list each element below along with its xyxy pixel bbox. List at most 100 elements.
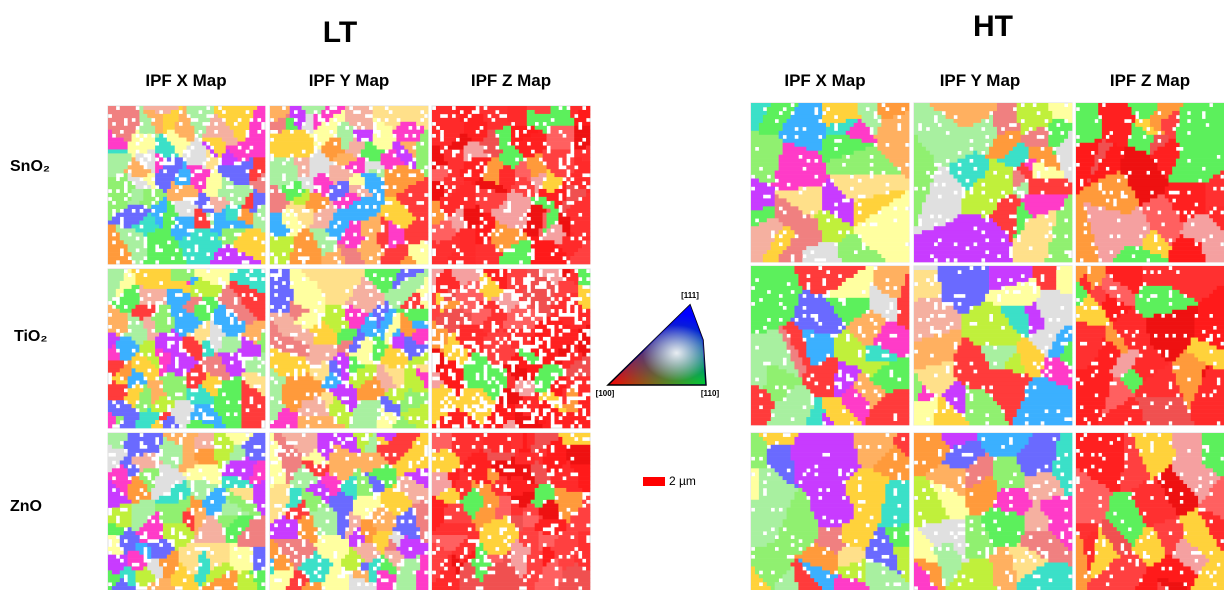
grain bbox=[389, 441, 413, 445]
grain bbox=[175, 181, 191, 185]
grain bbox=[238, 293, 242, 297]
grain bbox=[926, 198, 962, 202]
grain bbox=[270, 244, 290, 248]
grain bbox=[416, 134, 420, 138]
grain bbox=[444, 209, 456, 213]
grain bbox=[479, 420, 483, 424]
grain bbox=[495, 321, 503, 325]
grain bbox=[558, 281, 574, 285]
grain bbox=[306, 570, 314, 574]
grain bbox=[574, 345, 578, 349]
grain bbox=[779, 194, 823, 198]
grain bbox=[290, 559, 294, 563]
grain bbox=[499, 345, 511, 349]
grain bbox=[253, 165, 265, 169]
grain bbox=[108, 277, 124, 281]
grain bbox=[487, 297, 491, 301]
grain bbox=[108, 515, 116, 519]
grain bbox=[531, 400, 539, 404]
grain bbox=[1033, 171, 1037, 175]
grain bbox=[112, 325, 128, 329]
grain bbox=[562, 236, 570, 240]
grain bbox=[132, 285, 140, 289]
grain bbox=[294, 293, 322, 297]
grain bbox=[108, 433, 128, 437]
grain bbox=[440, 570, 456, 574]
grain bbox=[475, 412, 491, 416]
grain bbox=[290, 313, 302, 317]
grain bbox=[531, 457, 535, 461]
grain bbox=[759, 218, 767, 222]
grain bbox=[432, 582, 448, 586]
grain bbox=[578, 563, 590, 567]
grain bbox=[337, 236, 341, 240]
grain bbox=[120, 337, 132, 341]
grain bbox=[432, 325, 436, 329]
grain bbox=[444, 153, 452, 157]
grain bbox=[214, 313, 226, 317]
grain bbox=[202, 523, 222, 527]
grain bbox=[554, 543, 578, 547]
grain bbox=[547, 453, 567, 457]
grain bbox=[377, 424, 393, 428]
grain bbox=[554, 309, 558, 313]
grain bbox=[767, 250, 783, 254]
grain bbox=[108, 285, 120, 289]
grain bbox=[570, 464, 590, 468]
grain bbox=[499, 142, 507, 146]
grain bbox=[124, 531, 136, 535]
grain bbox=[373, 114, 425, 118]
grain bbox=[369, 480, 381, 484]
grain bbox=[159, 368, 167, 372]
grain bbox=[400, 321, 412, 325]
grain bbox=[1056, 151, 1072, 155]
grain bbox=[440, 221, 452, 225]
grain bbox=[1025, 226, 1053, 230]
grain bbox=[791, 115, 823, 119]
grain bbox=[822, 186, 838, 190]
grain bbox=[282, 472, 286, 476]
grain bbox=[253, 488, 265, 492]
grain bbox=[270, 388, 282, 392]
grain bbox=[257, 508, 265, 512]
grain bbox=[155, 329, 171, 333]
grain bbox=[392, 400, 396, 404]
grain bbox=[479, 449, 483, 453]
grain bbox=[230, 492, 234, 496]
grain bbox=[353, 547, 377, 551]
grain bbox=[132, 500, 140, 504]
grain bbox=[151, 213, 159, 217]
grain bbox=[270, 289, 294, 293]
grain bbox=[574, 468, 590, 472]
grain bbox=[345, 480, 353, 484]
grain bbox=[938, 222, 946, 226]
grain bbox=[543, 360, 551, 364]
grain bbox=[566, 252, 574, 256]
grain bbox=[416, 329, 428, 333]
grain bbox=[132, 157, 136, 161]
grain bbox=[171, 185, 179, 189]
grain bbox=[132, 169, 152, 173]
grain bbox=[503, 360, 507, 364]
grain bbox=[392, 480, 396, 484]
grain bbox=[253, 468, 265, 472]
grain bbox=[791, 202, 823, 206]
grain bbox=[400, 531, 416, 535]
grain bbox=[850, 198, 854, 202]
grain bbox=[877, 115, 881, 119]
grain bbox=[365, 126, 373, 130]
grain bbox=[1013, 135, 1021, 139]
grain bbox=[222, 384, 242, 388]
grain bbox=[1040, 175, 1064, 179]
grain bbox=[190, 492, 194, 496]
grain bbox=[365, 165, 385, 169]
grain bbox=[787, 210, 803, 214]
grain bbox=[357, 551, 373, 555]
grain bbox=[202, 181, 206, 185]
grain bbox=[135, 384, 139, 388]
grain bbox=[128, 313, 132, 317]
grain bbox=[286, 468, 298, 472]
grain bbox=[222, 173, 250, 177]
grain bbox=[135, 185, 143, 189]
grain bbox=[290, 260, 302, 264]
